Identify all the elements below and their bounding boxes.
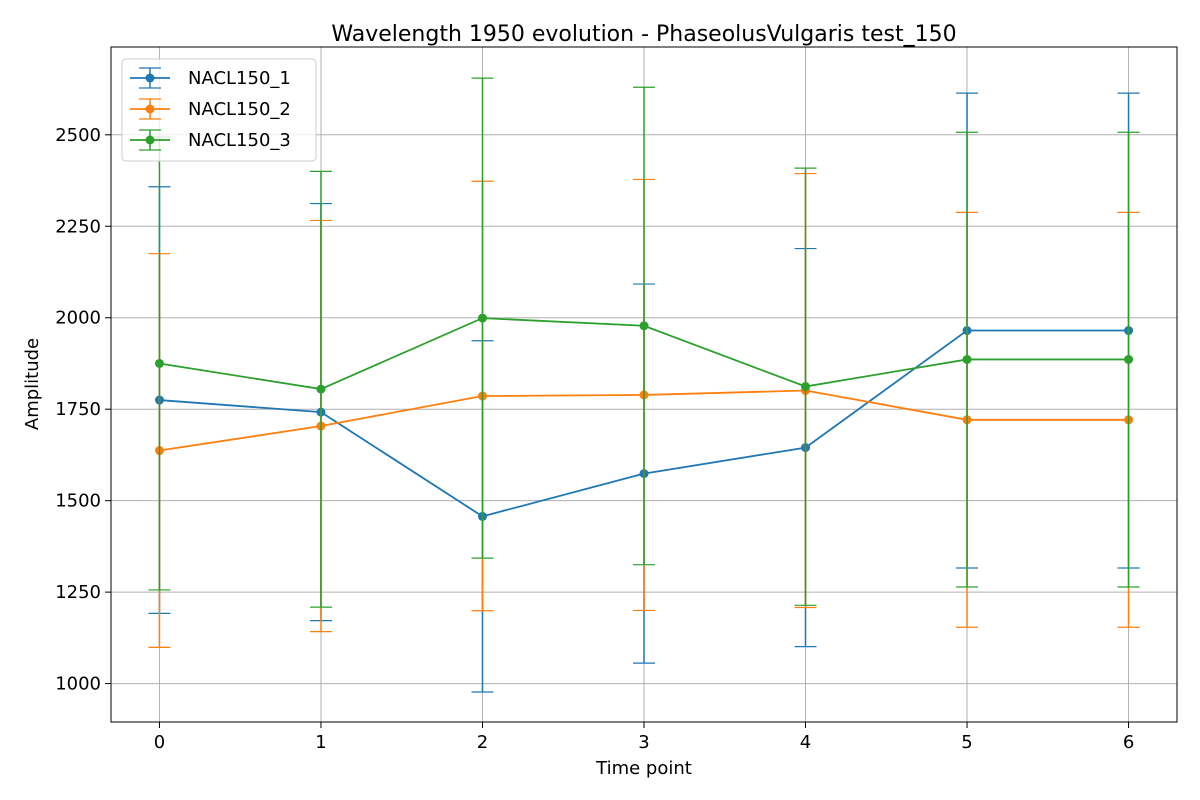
y-tick-label: 2000 [55,308,101,329]
legend-label: NACL150_3 [188,130,291,151]
y-tick-label: 1500 [55,491,101,512]
data-point [477,313,487,323]
data-point [639,321,649,331]
y-axis-label: Amplitude [22,338,43,430]
data-point [154,358,164,368]
y-tick-label: 2250 [55,216,101,237]
legend-entry: NACL150_2 [130,98,291,120]
x-tick-label: 6 [1123,732,1134,753]
chart-title: Wavelength 1950 evolution - PhaseolusVul… [331,22,956,47]
x-axis-label: Time point [595,758,692,779]
data-point [316,384,326,394]
y-tick-label: 1000 [55,674,101,695]
series-layer [148,77,1140,693]
x-tick-label: 0 [154,732,165,753]
x-tick-label: 2 [477,732,488,753]
x-tick-label: 3 [638,732,649,753]
data-point [962,354,972,364]
x-tick-label: 4 [800,732,811,753]
legend-entry: NACL150_3 [130,129,291,151]
legend-label: NACL150_1 [188,68,291,89]
legend-swatch-marker [145,135,155,145]
legend-swatch-marker [145,104,155,114]
x-tick-label: 5 [961,732,972,753]
legend-box [121,58,317,162]
y-tick-label: 2500 [55,125,101,146]
y-tick-label: 1250 [55,582,101,603]
y-tick-label: 1750 [55,399,101,420]
data-point [801,382,811,392]
legend-label: NACL150_2 [188,99,291,120]
legend-swatch-marker [145,73,155,83]
legend-entry: NACL150_1 [130,67,291,89]
data-point [1124,354,1134,364]
axis-ticks: 0 1 2 3 4 5 6 1000 1250 1500 1750 2000 2250 2500 [55,125,1134,753]
legend: NACL150_1 NACL150_2 NACL150_3 [121,58,317,162]
series-3 [148,77,1140,608]
x-tick-label: 1 [315,732,326,753]
